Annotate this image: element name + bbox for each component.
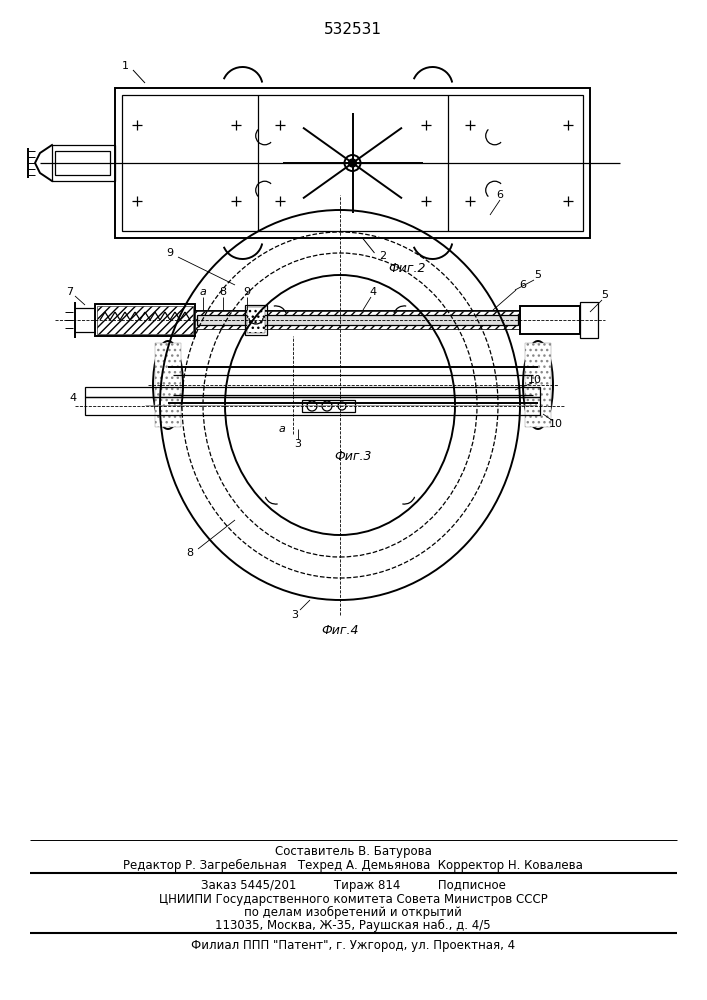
Text: 6: 6 <box>520 280 527 290</box>
Bar <box>155 343 181 427</box>
Text: 9: 9 <box>166 248 173 258</box>
Text: 5: 5 <box>602 290 609 300</box>
Bar <box>122 95 583 231</box>
Text: ЦНИИПИ Государственного комитета Совета Министров СССР: ЦНИИПИ Государственного комитета Совета … <box>158 892 547 906</box>
Text: 8: 8 <box>187 548 194 558</box>
Bar <box>197 315 518 325</box>
Bar <box>55 151 110 175</box>
Bar <box>580 302 598 338</box>
Text: 10: 10 <box>528 375 542 385</box>
Bar <box>85 387 540 397</box>
Text: 8: 8 <box>219 287 226 297</box>
Bar <box>97 306 193 334</box>
Bar <box>95 304 195 336</box>
Ellipse shape <box>523 341 553 429</box>
Text: Заказ 5445/201          Тираж 814          Подписное: Заказ 5445/201 Тираж 814 Подписное <box>201 880 506 892</box>
Text: 113035, Москва, Ж-35, Раушская наб., д. 4/5: 113035, Москва, Ж-35, Раушская наб., д. … <box>215 918 491 932</box>
Text: 7: 7 <box>66 287 74 297</box>
Bar <box>525 343 551 427</box>
Circle shape <box>344 155 361 171</box>
Text: 4: 4 <box>370 287 377 297</box>
Text: а: а <box>279 424 286 434</box>
Circle shape <box>338 402 346 410</box>
Ellipse shape <box>153 341 183 429</box>
Circle shape <box>307 401 317 411</box>
Bar <box>115 88 590 238</box>
Text: 4: 4 <box>69 393 76 403</box>
Circle shape <box>349 159 356 167</box>
Text: Филиал ППП "Патент", г. Ужгород, ул. Проектная, 4: Филиал ППП "Патент", г. Ужгород, ул. Про… <box>191 940 515 952</box>
Bar <box>52 145 115 181</box>
Text: 2: 2 <box>379 251 386 261</box>
Text: Фиг.2: Фиг.2 <box>389 261 426 274</box>
Text: 3: 3 <box>291 610 298 620</box>
Ellipse shape <box>159 355 177 415</box>
Text: 5: 5 <box>534 270 542 280</box>
Bar <box>85 397 540 415</box>
Bar <box>245 305 267 335</box>
Bar <box>302 400 355 412</box>
Circle shape <box>322 401 332 411</box>
Text: 1: 1 <box>122 61 129 71</box>
Bar <box>520 306 580 334</box>
Bar <box>247 307 265 333</box>
Text: Фиг.3: Фиг.3 <box>334 450 372 464</box>
Bar <box>195 311 520 329</box>
Text: Фиг.4: Фиг.4 <box>321 624 358 637</box>
Text: 10: 10 <box>549 419 563 429</box>
Text: 532531: 532531 <box>324 22 382 37</box>
Text: а: а <box>199 287 206 297</box>
Text: 6: 6 <box>496 190 503 200</box>
Text: 9: 9 <box>243 287 250 297</box>
Bar <box>195 311 520 329</box>
Text: по делам изобретений и открытий: по делам изобретений и открытий <box>244 905 462 919</box>
Text: Редактор Р. Загребельная   Техред А. Демьянова  Корректор Н. Ковалева: Редактор Р. Загребельная Техред А. Демья… <box>123 858 583 872</box>
Text: Составитель В. Батурова: Составитель В. Батурова <box>274 844 431 857</box>
Ellipse shape <box>529 355 547 415</box>
Text: 3: 3 <box>295 439 301 449</box>
